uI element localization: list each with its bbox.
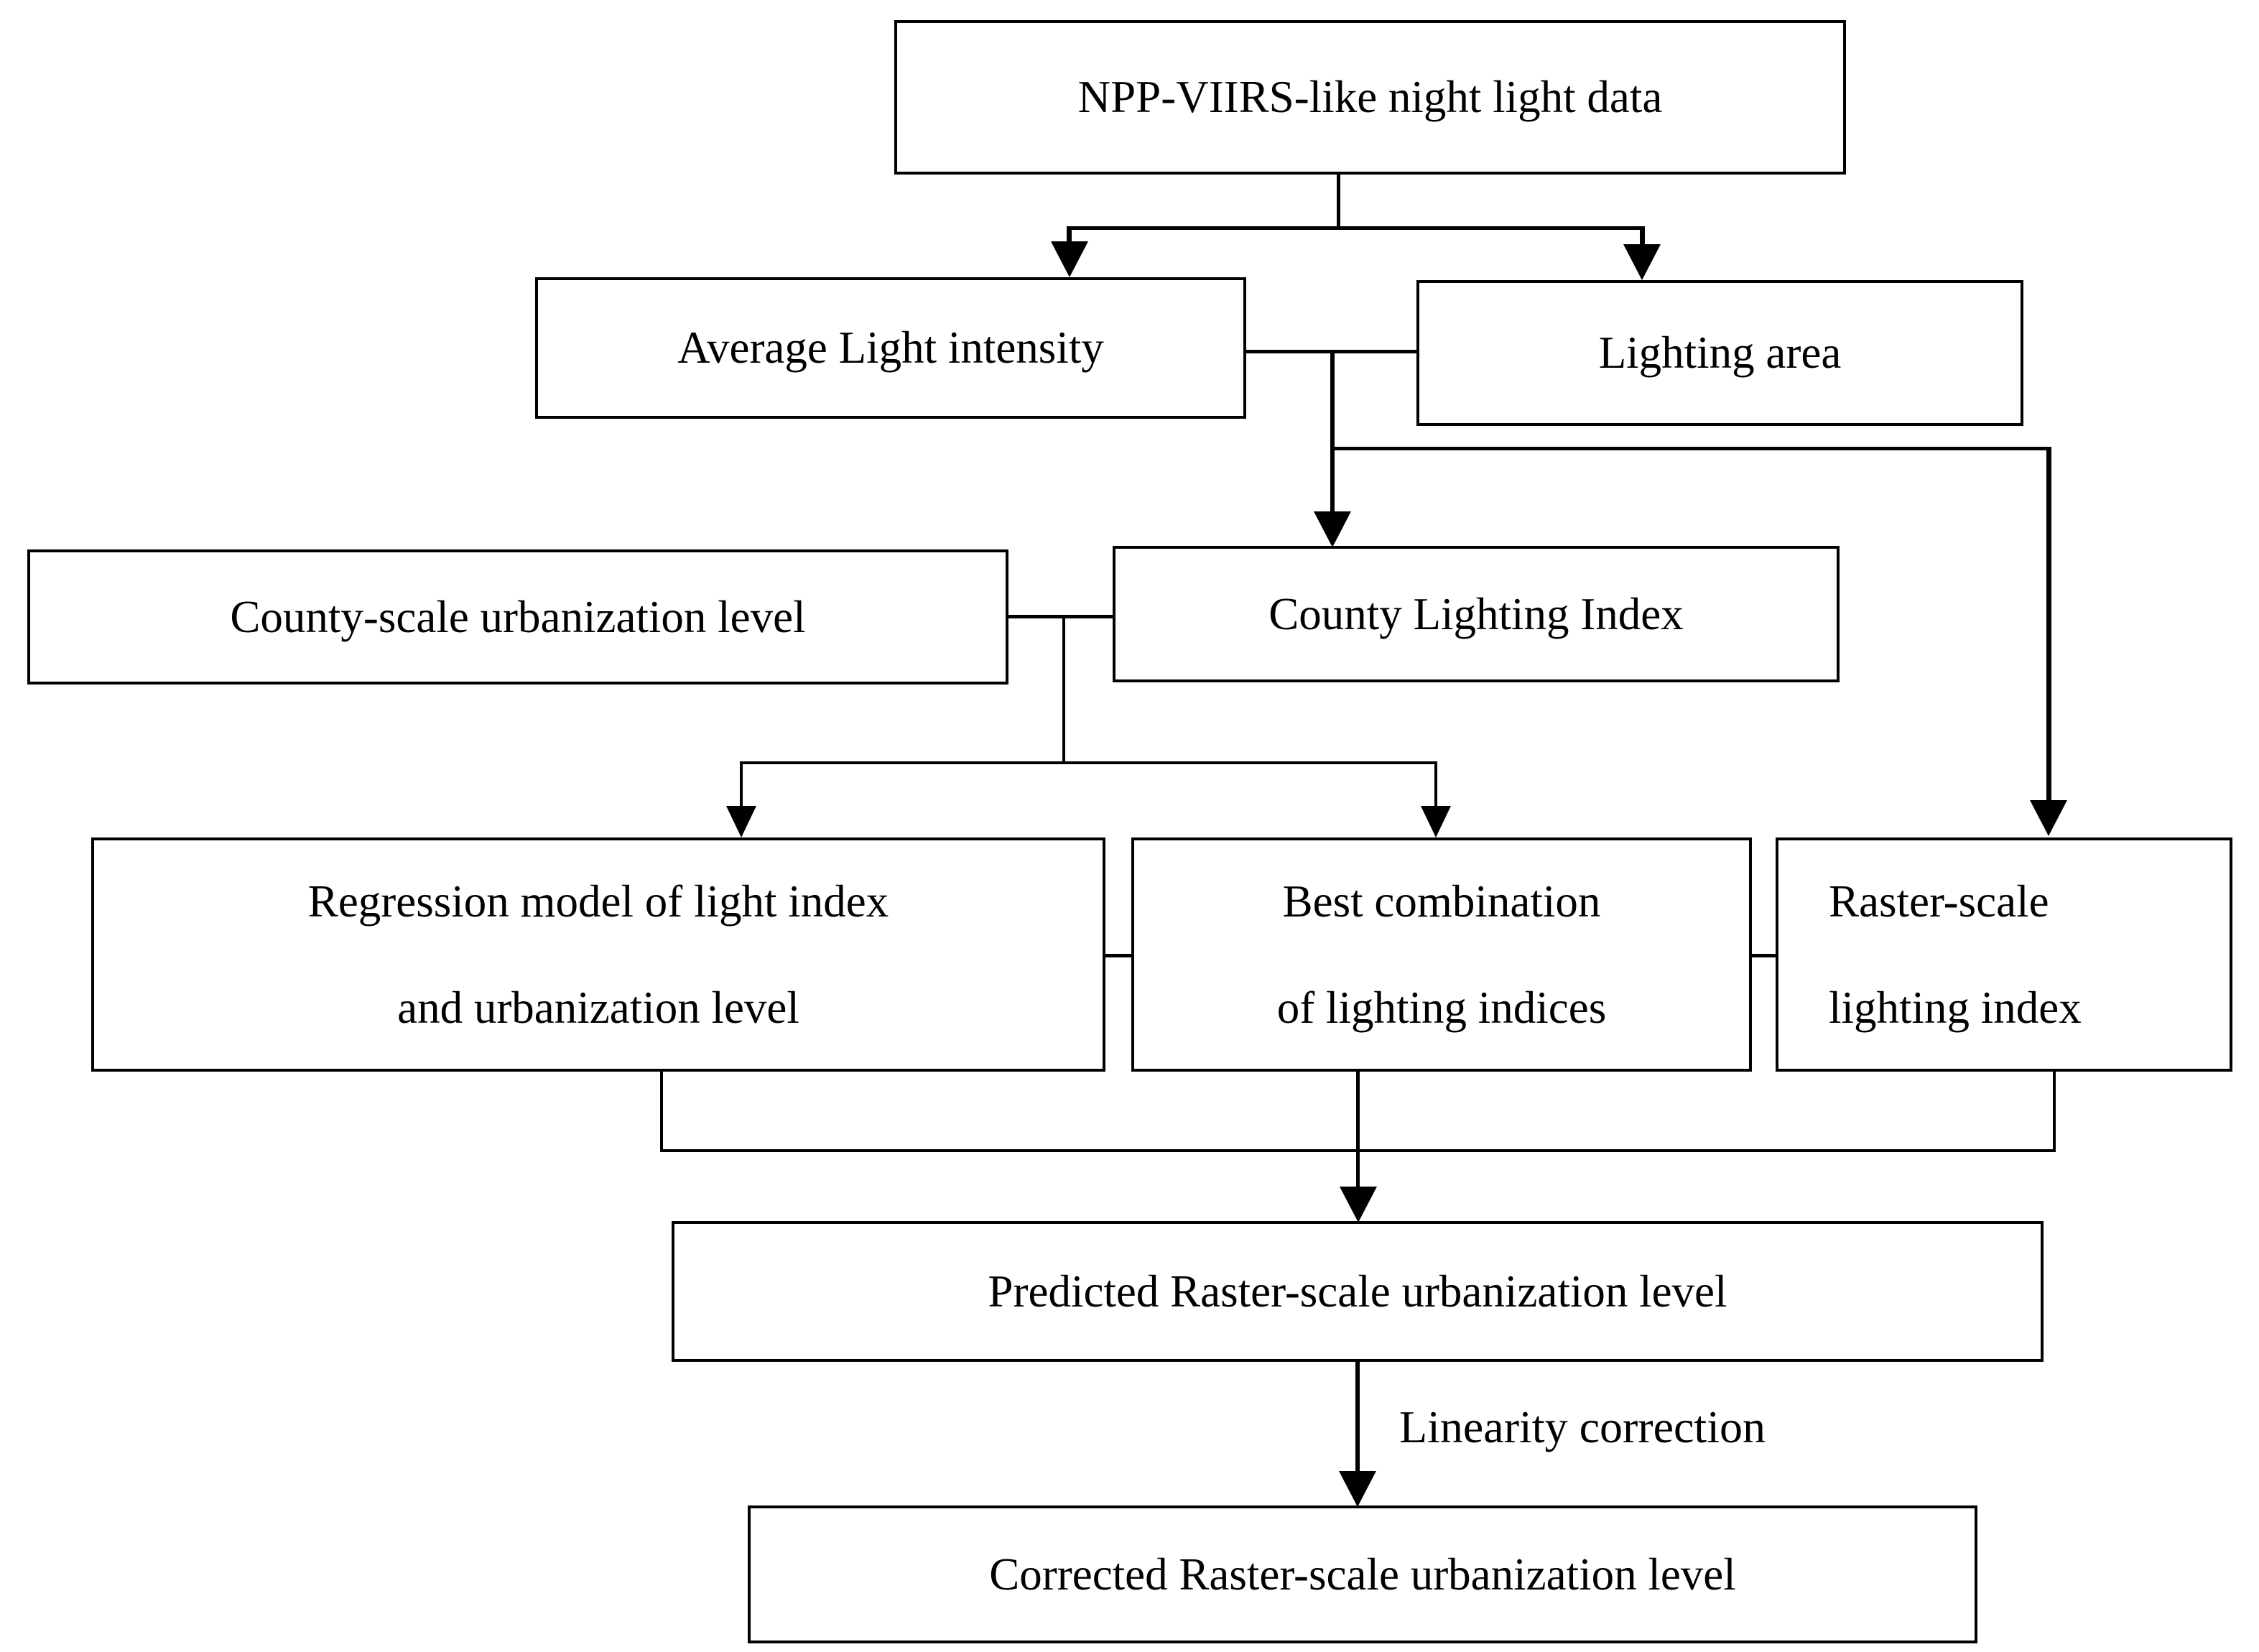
node-npp-viirs-data-label: NPP-VIIRS-like night light data xyxy=(1077,72,1663,123)
connector-to-raster-index xyxy=(2046,447,2051,802)
node-county-urbanization-level-label: County-scale urbanization level xyxy=(230,591,806,642)
arrow-down-head-corrected xyxy=(1339,1471,1376,1507)
node-lighting-area: Lighting area xyxy=(1416,280,2023,426)
connector-regression-drop xyxy=(660,1072,663,1152)
node-best-combination-line2: of lighting indices xyxy=(1276,983,1607,1033)
connector-to-predicted xyxy=(1356,1072,1360,1188)
node-predicted-urbanization-label: Predicted Raster-scale urbanization leve… xyxy=(988,1266,1727,1317)
connector-combo-raster xyxy=(1752,954,1776,957)
node-raster-scale-index-line1: Raster-scale xyxy=(1829,876,2049,927)
node-county-lighting-index-label: County Lighting Index xyxy=(1268,588,1684,639)
linearity-correction-label: Linearity correction xyxy=(1399,1401,1766,1452)
arrow-down-head-best-combo xyxy=(1421,806,1451,837)
connector-urban-index-drop xyxy=(1062,615,1065,764)
node-npp-viirs-data: NPP-VIIRS-like night light data xyxy=(894,20,1846,175)
node-corrected-urbanization-label: Corrected Raster-scale urbanization leve… xyxy=(989,1549,1736,1600)
connector-to-best-combo xyxy=(1434,761,1437,807)
connector-to-avg-intensity xyxy=(1067,226,1072,248)
connector-lower-split xyxy=(740,761,1437,764)
connector-urban-index xyxy=(1008,615,1113,618)
arrow-down-head-raster-index xyxy=(2030,800,2067,836)
node-best-combination-line1: Best combination xyxy=(1282,876,1601,927)
node-county-lighting-index: County Lighting Index xyxy=(1113,546,1840,682)
arrow-down-head-regression xyxy=(726,806,756,837)
connector-to-regression xyxy=(740,761,743,807)
node-corrected-urbanization: Corrected Raster-scale urbanization leve… xyxy=(748,1505,1977,1643)
connector-to-lighting-area xyxy=(1640,226,1645,249)
node-average-light-intensity-label: Average Light intensity xyxy=(677,322,1104,373)
connector-to-corrected xyxy=(1355,1362,1360,1472)
arrow-down-head-lighting-area xyxy=(1623,244,1661,280)
node-best-combination: Best combination of lighting indices xyxy=(1131,837,1752,1072)
arrow-down-head-predicted xyxy=(1340,1187,1377,1222)
node-lighting-area-label: Lighting area xyxy=(1598,328,1842,379)
connector-raster-drop xyxy=(2053,1072,2056,1152)
node-regression-model-line1: Regression model of light index xyxy=(307,876,889,927)
connector-to-county-index xyxy=(1330,350,1335,514)
node-raster-scale-index-line2: lighting index xyxy=(1829,983,2082,1033)
connector-branch-right xyxy=(1330,447,2051,450)
node-regression-model-line2: and urbanization level xyxy=(397,983,799,1033)
arrow-down-head-county-index xyxy=(1314,511,1351,547)
node-raster-scale-index: Raster-scale lighting index xyxy=(1776,837,2232,1072)
arrow-down-head-avg-intensity xyxy=(1051,241,1088,277)
node-regression-model: Regression model of light index and urba… xyxy=(91,837,1105,1072)
connector-regression-combo xyxy=(1105,954,1131,957)
node-average-light-intensity: Average Light intensity xyxy=(535,277,1246,419)
connector-npp-stub xyxy=(1337,175,1340,230)
connector-npp-split xyxy=(1067,226,1645,230)
node-predicted-urbanization: Predicted Raster-scale urbanization leve… xyxy=(672,1221,2044,1362)
node-county-urbanization-level: County-scale urbanization level xyxy=(27,549,1008,685)
